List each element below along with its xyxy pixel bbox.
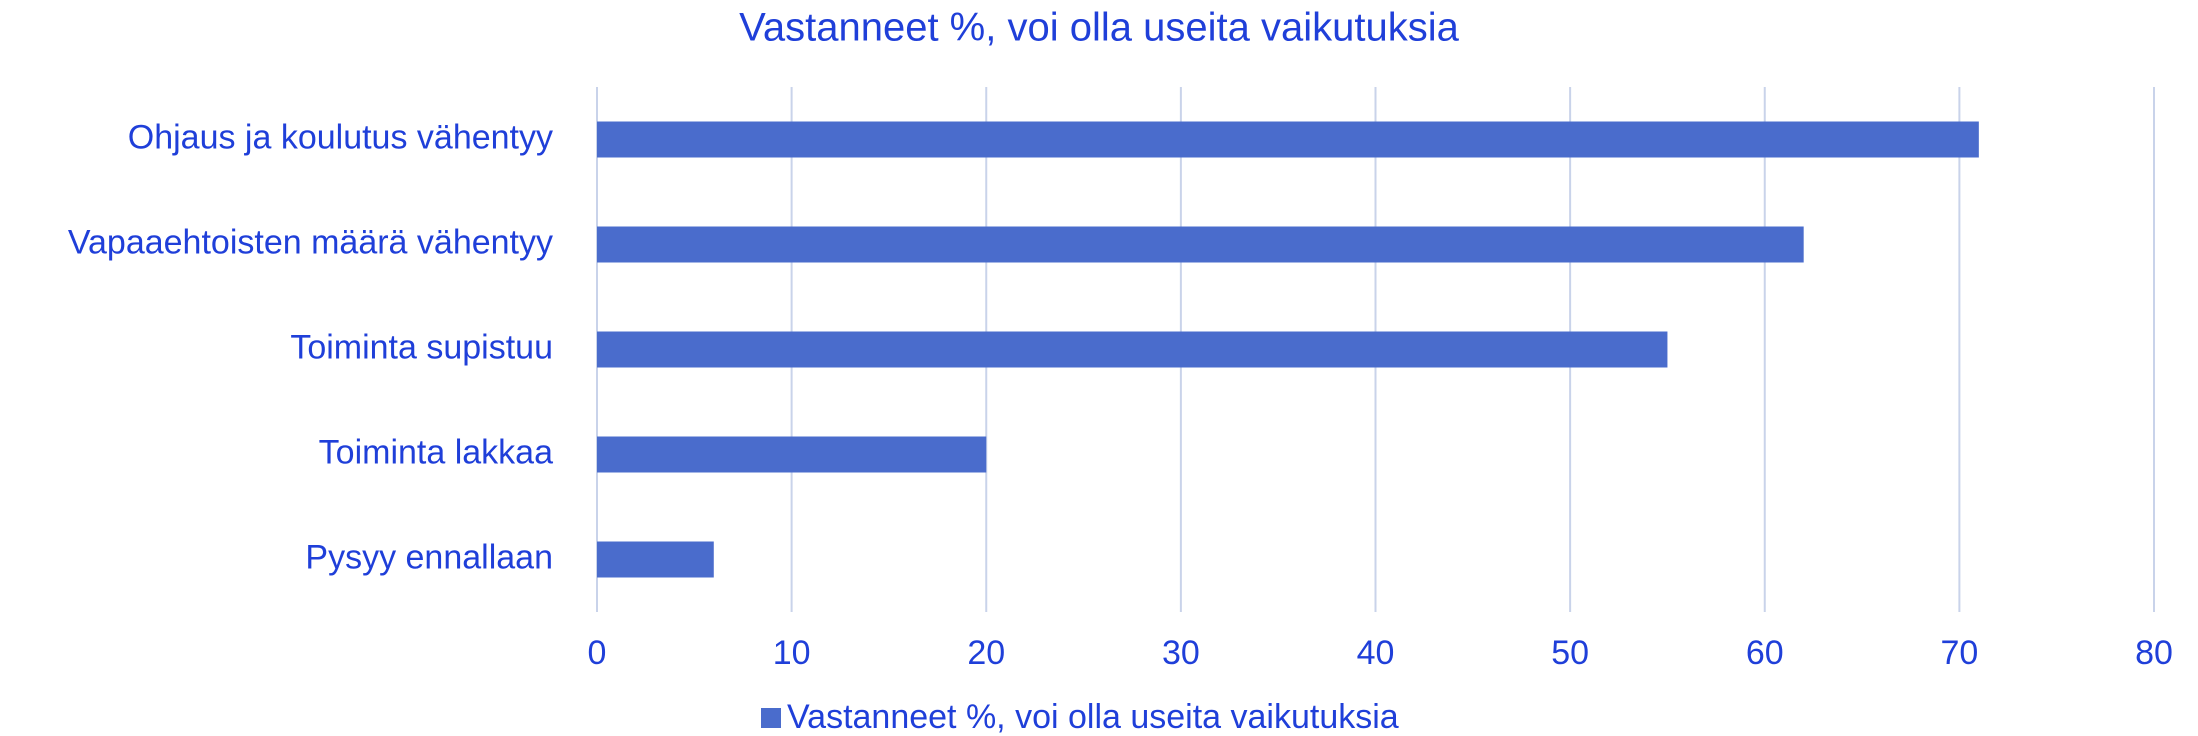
x-tick-label: 20: [967, 634, 1005, 672]
x-tick-label: 10: [773, 634, 811, 672]
bar: [597, 226, 1804, 263]
y-tick-label: Toiminta supistuu: [290, 328, 553, 366]
y-tick-label: Ohjaus ja koulutus vähentyy: [128, 118, 553, 156]
legend-swatch: [761, 708, 781, 728]
chart-title: Vastanneet %, voi olla useita vaikutuksi…: [739, 6, 1459, 50]
bar: [597, 541, 714, 578]
x-tick-label: 0: [588, 634, 607, 672]
y-tick-label: Toiminta lakkaa: [319, 433, 553, 471]
legend-label: Vastanneet %, voi olla useita vaikutuksi…: [787, 698, 1399, 736]
y-tick-label: Pysyy ennallaan: [305, 538, 553, 576]
x-tick-label: 30: [1162, 634, 1200, 672]
bar: [597, 331, 1668, 368]
x-tick-label: 80: [2135, 634, 2173, 672]
y-tick-label: Vapaaehtoisten määrä vähentyy: [68, 223, 553, 261]
x-tick-label: 60: [1746, 634, 1784, 672]
x-tick-label: 70: [1940, 634, 1978, 672]
x-tick-label: 40: [1357, 634, 1395, 672]
x-tick-label: 50: [1551, 634, 1589, 672]
bar: [597, 436, 987, 473]
bar: [597, 121, 1979, 158]
